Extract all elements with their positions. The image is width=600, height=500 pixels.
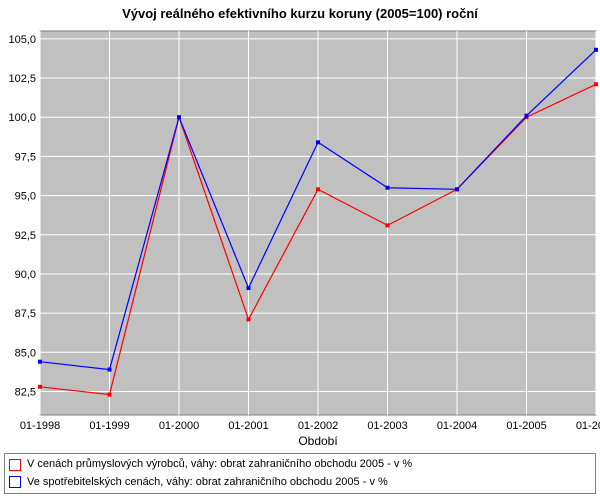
svg-text:01-1999: 01-1999: [89, 420, 129, 432]
svg-text:90,0: 90,0: [15, 269, 36, 281]
legend-swatch-producer: [9, 459, 21, 471]
svg-text:92,5: 92,5: [15, 230, 36, 242]
svg-text:95,0: 95,0: [15, 191, 36, 203]
svg-text:01-2000: 01-2000: [159, 420, 199, 432]
legend-item-producer: V cenách průmyslových výrobců, váhy: obr…: [9, 456, 591, 473]
line-chart-svg: 82,5 85,0 87,5 90,0 92,5 95,0 97,5 100,0 102,5 10…: [0, 23, 600, 453]
svg-text:01-2004: 01-2004: [437, 420, 477, 432]
svg-text:85,0: 85,0: [15, 347, 36, 359]
chart-container: Vývoj reálného efektivního kurzu koruny …: [0, 0, 600, 500]
svg-text:102,5: 102,5: [8, 73, 36, 85]
svg-text:100,0: 100,0: [8, 112, 36, 124]
svg-text:01-1998: 01-1998: [20, 420, 60, 432]
svg-text:01-2006: 01-2006: [576, 420, 600, 432]
chart-plot: 82,5 85,0 87,5 90,0 92,5 95,0 97,5 100,0 102,5 10…: [0, 23, 600, 449]
svg-text:01-2003: 01-2003: [367, 420, 407, 432]
svg-text:01-2002: 01-2002: [298, 420, 338, 432]
svg-text:97,5: 97,5: [15, 151, 36, 163]
chart-title: Vývoj reálného efektivního kurzu koruny …: [0, 0, 600, 23]
svg-text:87,5: 87,5: [15, 308, 36, 320]
svg-text:01-2005: 01-2005: [506, 420, 546, 432]
legend-item-consumer: Ve spotřebitelských cenách, váhy: obrat …: [9, 474, 591, 491]
svg-text:105,0: 105,0: [8, 34, 36, 46]
svg-text:Období: Období: [298, 434, 338, 448]
svg-text:01-2001: 01-2001: [228, 420, 268, 432]
legend-swatch-consumer: [9, 476, 21, 488]
legend-label-producer: V cenách průmyslových výrobců, váhy: obr…: [27, 457, 412, 472]
svg-text:82,5: 82,5: [15, 386, 36, 398]
legend: V cenách průmyslových výrobců, váhy: obr…: [4, 453, 596, 494]
legend-label-consumer: Ve spotřebitelských cenách, váhy: obrat …: [27, 475, 388, 490]
